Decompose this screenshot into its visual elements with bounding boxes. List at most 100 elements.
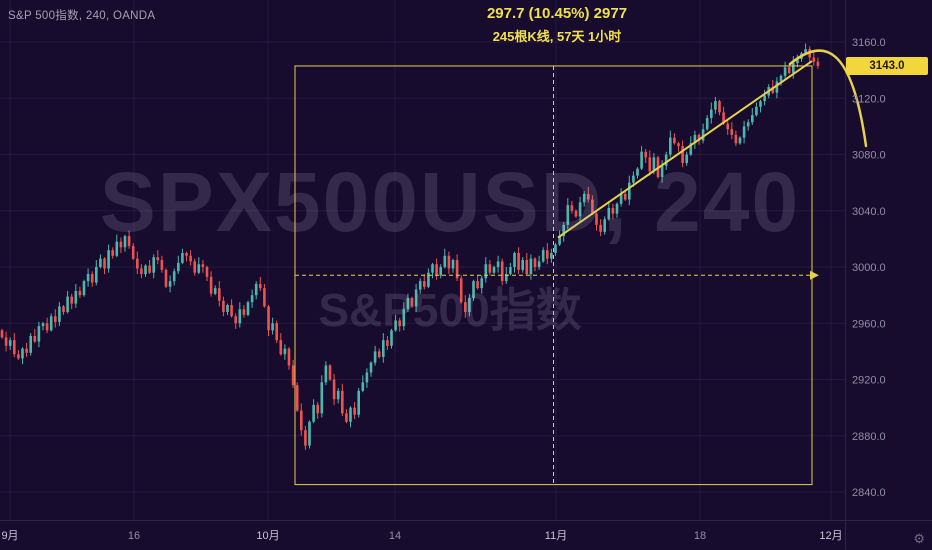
candle — [259, 283, 262, 289]
candle — [554, 244, 557, 253]
candle — [427, 272, 430, 287]
projection-curve[interactable] — [788, 49, 868, 148]
candle — [476, 281, 479, 289]
time-tick-label: 9月 — [1, 530, 18, 542]
candle — [189, 255, 192, 262]
candle — [652, 157, 656, 172]
candle — [492, 267, 496, 273]
candle — [0, 330, 4, 338]
candle — [812, 57, 816, 62]
candle — [402, 309, 406, 327]
candle — [271, 323, 274, 331]
candle — [29, 335, 32, 353]
candle — [751, 115, 754, 123]
candle — [86, 274, 90, 282]
candle — [509, 267, 512, 275]
candle — [300, 410, 303, 431]
candle — [324, 365, 328, 383]
candle — [414, 289, 418, 307]
candle — [181, 252, 184, 263]
candle — [185, 252, 188, 256]
candle — [480, 278, 483, 289]
candle — [595, 213, 598, 225]
candle — [353, 407, 356, 415]
time-tick-label: 18 — [694, 530, 706, 542]
candle — [578, 202, 582, 217]
candle — [13, 340, 16, 355]
candle — [144, 265, 147, 275]
time-tick-label: 14 — [389, 530, 401, 542]
candle — [410, 297, 414, 307]
candle — [759, 101, 762, 107]
price-tick-label: 2920.0 — [852, 375, 886, 387]
candle — [373, 351, 377, 363]
candle — [291, 365, 295, 386]
candle — [496, 261, 500, 268]
candle — [591, 199, 594, 214]
candle — [697, 134, 701, 141]
candle — [66, 296, 69, 313]
candle — [320, 382, 324, 414]
candle — [226, 305, 229, 313]
candle — [505, 274, 508, 282]
candle — [611, 207, 615, 214]
axis-settings-icon[interactable]: ⚙ — [913, 531, 925, 546]
candle — [316, 404, 319, 414]
time-tick-label: 12月 — [819, 530, 842, 542]
candle — [439, 267, 442, 276]
price-tick-label: 3160.0 — [852, 37, 886, 49]
candle — [254, 283, 258, 296]
candle — [25, 348, 28, 353]
candle — [488, 264, 492, 273]
candle — [755, 106, 758, 116]
candle — [566, 205, 570, 225]
candle — [546, 250, 549, 259]
candle — [222, 300, 225, 313]
candle — [513, 252, 516, 268]
candle — [783, 67, 787, 76]
candle — [746, 122, 750, 127]
candle — [718, 101, 721, 113]
candle — [763, 95, 766, 102]
trend-line[interactable] — [557, 60, 813, 239]
candle — [722, 112, 725, 124]
candle — [447, 255, 451, 269]
candle — [103, 258, 106, 269]
price-tick-label: 2840.0 — [852, 487, 886, 499]
candle — [283, 348, 287, 355]
candle — [574, 210, 578, 217]
candle — [681, 146, 684, 163]
candle — [160, 260, 164, 270]
candle — [127, 236, 131, 246]
candle — [726, 123, 729, 130]
candle — [386, 340, 389, 346]
candle — [74, 290, 78, 304]
candle — [533, 258, 537, 268]
price-tick-label: 2880.0 — [852, 431, 886, 443]
candle — [394, 320, 397, 331]
candle — [377, 351, 381, 358]
candle — [423, 281, 426, 287]
candle — [37, 326, 41, 342]
candle — [246, 302, 250, 315]
candle — [136, 258, 139, 269]
candle — [673, 137, 676, 144]
candle — [648, 157, 652, 172]
candle — [451, 260, 455, 269]
symbol-title[interactable]: S&P 500指数, 240, OANDA — [8, 10, 156, 22]
candle — [550, 252, 553, 259]
candle — [78, 290, 82, 296]
candle — [95, 267, 98, 283]
candle — [304, 430, 307, 446]
candle — [62, 306, 65, 313]
candle — [164, 269, 168, 287]
candle — [472, 281, 475, 298]
candle — [640, 151, 643, 169]
candle — [250, 295, 254, 303]
candle — [562, 224, 565, 237]
candle — [382, 340, 385, 358]
candle — [111, 250, 114, 256]
candle — [459, 278, 463, 303]
